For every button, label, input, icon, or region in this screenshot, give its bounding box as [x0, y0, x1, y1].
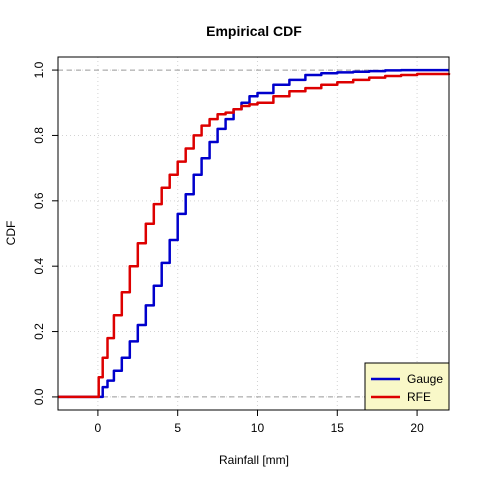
- y-tick-label-5: 1.0: [32, 61, 46, 78]
- x-axis-label: Rainfall [mm]: [219, 453, 289, 467]
- reference-lines: [58, 69, 449, 398]
- x-tick-label-0: 0: [95, 421, 102, 435]
- legend-box: [364, 362, 450, 411]
- y-tick-label-3: 0.6: [32, 192, 46, 209]
- series-lines: [58, 68, 451, 399]
- plot-frame: [57, 56, 450, 411]
- y-tick-label-1: 0.2: [32, 323, 46, 340]
- x-tick-label-4: 20: [410, 421, 424, 435]
- y-axis-label: CDF: [4, 221, 18, 246]
- legend-label-rfe: RFE: [407, 390, 431, 404]
- series-line-gauge: [58, 68, 449, 399]
- x-tick-label-3: 15: [331, 421, 345, 435]
- y-tick-label-0: 0.0: [32, 388, 46, 405]
- y-tick-label-2: 0.4: [32, 258, 46, 275]
- legend: Gauge RFE: [364, 362, 450, 411]
- legend-label-gauge: Gauge: [407, 372, 443, 386]
- x-tick-label-2: 10: [251, 421, 265, 435]
- y-tick-label-4: 0.8: [32, 127, 46, 144]
- grid: [58, 57, 449, 410]
- y-axis-ticks: 0.0 0.2 0.4 0.6 0.8 1.0: [32, 61, 58, 405]
- x-tick-label-1: 5: [174, 421, 181, 435]
- x-axis-ticks: 0 5 10 15 20: [95, 410, 424, 435]
- series-line-rfe: [58, 72, 451, 399]
- chart-title: Empirical CDF: [206, 23, 302, 39]
